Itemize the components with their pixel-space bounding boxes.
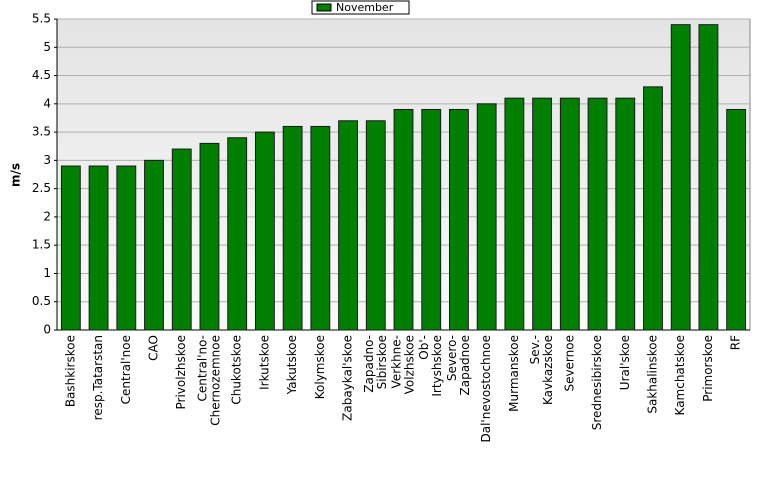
bar: [698, 24, 719, 331]
bar: [449, 108, 469, 331]
y-tick-label: 1.5: [32, 238, 51, 252]
x-tick-label: Severo- Zapadnoe: [444, 335, 472, 396]
x-tick-label: Privolzhskoe: [174, 335, 189, 410]
y-tick-label: 3.5: [32, 125, 51, 139]
bar: [726, 108, 747, 331]
x-tick-label: Central'no- Chernozemnoe: [195, 335, 223, 426]
x-tick-label: Kamchatskoe: [673, 335, 688, 416]
y-tick-label: 2.5: [32, 181, 51, 195]
bar: [116, 165, 137, 331]
bar: [532, 97, 553, 331]
x-tick-label: Murmanskoe: [506, 335, 521, 412]
x-tick-label: Chukotskoe: [229, 335, 244, 405]
legend-label: November: [336, 1, 394, 14]
bar: [393, 108, 414, 331]
bar: [171, 148, 192, 331]
x-tick-label: resp.Tatarstan: [91, 335, 106, 421]
bar: [670, 24, 691, 331]
bar: [310, 125, 331, 331]
bar: [643, 86, 663, 331]
x-tick-label: Severnoe: [562, 335, 577, 392]
x-tick-label: Zapadno- Sibirskoe: [361, 335, 389, 393]
legend-swatch: [316, 3, 332, 12]
x-tick-label: Ural'skoe: [617, 335, 632, 391]
x-tick-label: Irkutskoe: [257, 335, 272, 390]
x-tick-label: Bashkirskoe: [63, 335, 78, 408]
bar: [615, 97, 636, 331]
bar: [365, 120, 386, 331]
x-tick-label: Zabaykal'skoe: [340, 335, 355, 421]
x-tick-label: Kolymskoe: [312, 335, 327, 400]
y-tick-label: 5.5: [32, 12, 51, 26]
x-tick-label: Central'noe: [118, 335, 133, 405]
bar: [421, 108, 442, 331]
x-tick-label: Verkhne- Volzhskoe: [389, 335, 417, 395]
bar: [504, 97, 525, 331]
y-tick-label: 3: [43, 153, 51, 167]
bar: [227, 137, 248, 331]
x-tick-label: Dal'nevostochnoe: [479, 335, 494, 443]
y-tick-label: 5: [43, 40, 51, 54]
y-tick-label: 1: [43, 266, 51, 280]
bar: [587, 97, 608, 331]
y-tick-label: 2: [43, 209, 51, 223]
y-tick-label: 4.5: [32, 68, 51, 82]
bar: [88, 165, 109, 331]
x-tick-label: Ob'- Irtyshskoe: [417, 335, 445, 397]
y-tick-label: 0: [43, 323, 51, 337]
x-tick-label: CAO: [146, 335, 161, 361]
y-axis-label: m/s: [9, 163, 23, 187]
bar: [338, 120, 358, 331]
y-tick-label: 4: [43, 96, 51, 110]
legend-box: [311, 0, 410, 15]
bar: [254, 131, 275, 331]
x-tick-label: Primorskoe: [700, 335, 715, 402]
y-tick-label: 0.5: [32, 294, 51, 308]
x-tick-label: Yakutskoe: [285, 335, 300, 395]
bar: [559, 97, 580, 331]
bar: [282, 125, 303, 331]
bar: [60, 165, 81, 331]
x-tick-label: Sakhalinskoe: [645, 335, 660, 414]
x-tick-label: Sev.- Kavkazskoe: [528, 335, 556, 406]
x-tick-label: RF: [728, 335, 743, 351]
bar: [144, 159, 164, 331]
bar: [199, 142, 220, 331]
bar: [476, 103, 497, 331]
x-tick-label: Srednesibirskoe: [590, 335, 605, 431]
